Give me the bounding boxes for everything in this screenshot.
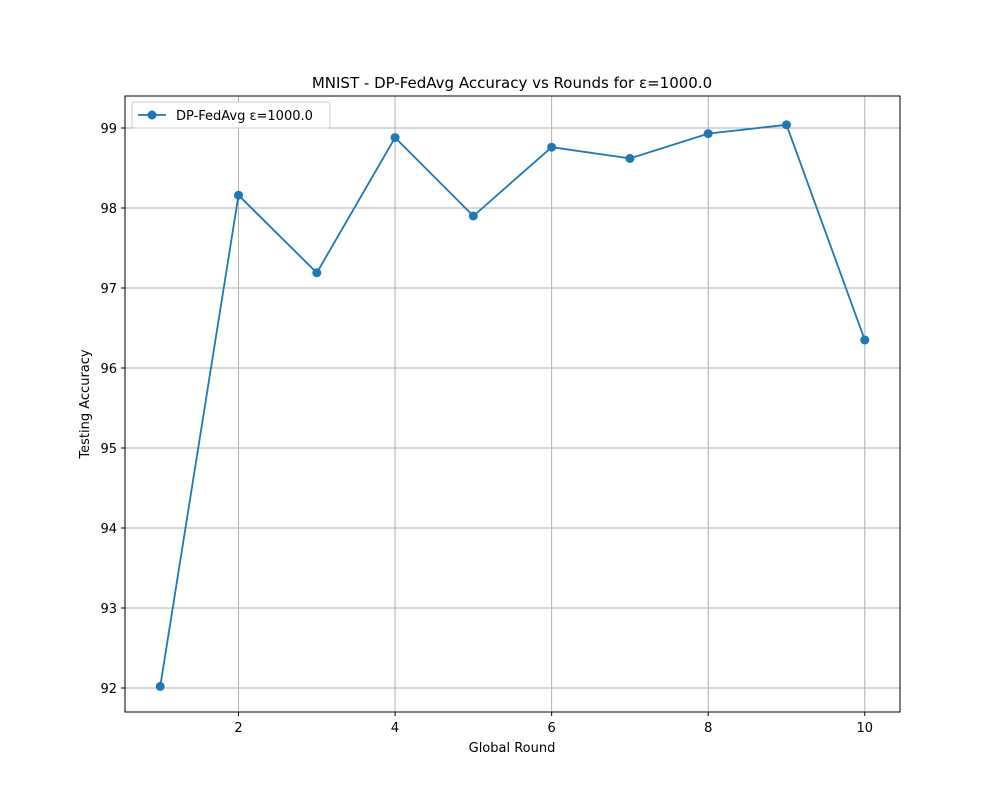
y-tick-label: 95 bbox=[100, 442, 117, 457]
data-point bbox=[155, 681, 165, 691]
x-tick-label: 8 bbox=[704, 721, 712, 736]
data-point bbox=[390, 133, 400, 143]
y-axis-label: Testing Accuracy bbox=[78, 349, 93, 459]
x-tick-label: 4 bbox=[391, 721, 399, 736]
series-layer bbox=[155, 120, 870, 691]
x-tick-label: 2 bbox=[234, 721, 242, 736]
data-point bbox=[781, 120, 791, 130]
data-point bbox=[860, 335, 870, 345]
data-point bbox=[468, 211, 478, 221]
data-point bbox=[547, 142, 557, 152]
grid bbox=[125, 96, 900, 712]
legend: DP-FedAvg ε=1000.0 bbox=[131, 101, 331, 129]
y-tick-label: 94 bbox=[100, 522, 117, 537]
x-tick-label: 6 bbox=[548, 721, 556, 736]
axis-ticks: 2 4 6 8 10 92 93 94 95 96 97 98 99 bbox=[100, 122, 873, 736]
legend-box bbox=[131, 101, 331, 129]
y-tick-label: 96 bbox=[100, 362, 117, 377]
y-tick-label: 92 bbox=[100, 682, 117, 697]
data-point bbox=[234, 190, 244, 200]
y-tick-label: 99 bbox=[100, 122, 117, 137]
y-tick-label: 98 bbox=[100, 202, 117, 217]
chart-title: MNIST - DP-FedAvg Accuracy vs Rounds for… bbox=[312, 74, 712, 92]
legend-entry-label: DP-FedAvg ε=1000.0 bbox=[176, 109, 313, 124]
data-point bbox=[625, 153, 635, 163]
y-tick-label: 93 bbox=[100, 602, 117, 617]
series-line bbox=[159, 123, 866, 687]
y-tick-label: 97 bbox=[100, 282, 117, 297]
data-point bbox=[312, 268, 322, 278]
x-axis-label: Global Round bbox=[469, 741, 556, 756]
plot-frame bbox=[124, 95, 901, 713]
x-tick-label: 10 bbox=[856, 721, 873, 736]
legend-marker bbox=[147, 110, 157, 120]
data-point bbox=[703, 129, 713, 139]
